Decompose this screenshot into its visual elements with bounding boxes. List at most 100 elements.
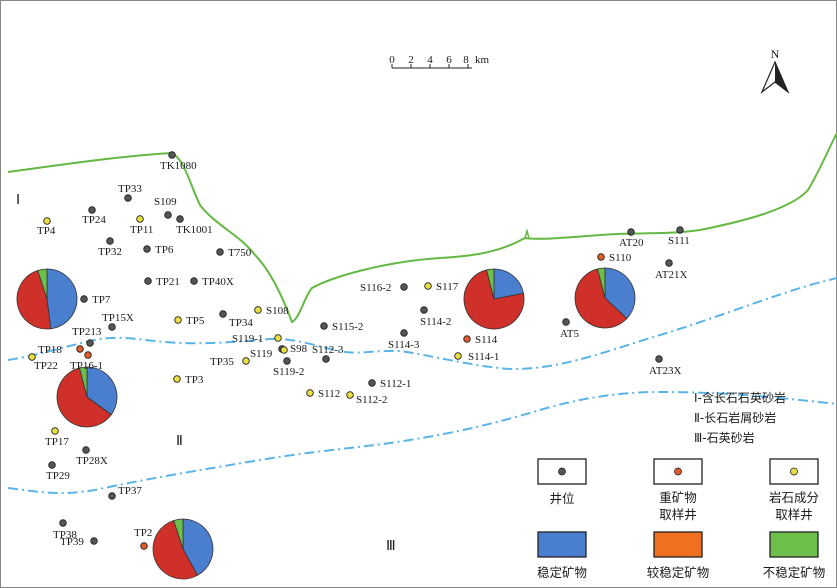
well-TP28X[interactable]: TP28X [76,446,108,467]
well-marker[interactable] [174,316,182,324]
well-S114-3[interactable]: S114-3 [388,329,420,351]
well-TP2[interactable]: TP2 [134,527,152,550]
well-marker[interactable] [84,351,92,359]
well-marker[interactable] [190,277,198,285]
well-S111[interactable]: S111 [668,226,690,247]
well-marker[interactable] [136,215,144,223]
well-AT5[interactable]: AT5 [560,318,579,340]
well-marker[interactable] [43,217,51,225]
well-TP16-1[interactable]: TP16-1 [70,351,103,372]
well-TP4[interactable]: TP4 [37,217,56,237]
well-TP18[interactable]: TP18 [38,344,84,356]
well-marker[interactable] [76,345,84,353]
well-marker[interactable] [283,357,291,365]
well-marker[interactable] [28,353,36,361]
well-marker[interactable] [274,334,282,342]
well-S119-2[interactable]: S119-2 [273,357,304,378]
well-marker[interactable] [86,339,94,347]
well-marker[interactable] [88,206,96,214]
well-S112[interactable]: S112 [306,388,341,400]
well-TP29[interactable]: TP29 [46,461,70,482]
well-S114-2[interactable]: S114-2 [420,306,451,328]
well-marker[interactable] [48,461,56,469]
well-S112-3[interactable]: S112-3 [312,344,344,363]
well-marker[interactable] [420,306,428,314]
well-marker[interactable] [164,211,172,219]
well-TP24[interactable]: TP24 [82,206,106,226]
well-TP3[interactable]: TP3 [173,374,204,386]
well-marker[interactable] [140,542,148,550]
well-marker[interactable] [400,283,408,291]
well-marker[interactable] [322,355,330,363]
well-marker[interactable] [454,352,462,360]
well-TP34[interactable]: TP34 [219,310,254,329]
well-S115-2[interactable]: S115-2 [320,321,364,333]
well-marker[interactable] [254,306,262,314]
well-marker[interactable] [124,194,132,202]
well-S117[interactable]: S117 [424,281,459,293]
well-marker[interactable] [59,519,67,527]
well-marker[interactable] [216,248,224,256]
well-AT23X[interactable]: AT23X [649,355,681,377]
well-marker[interactable] [219,310,227,318]
well-marker[interactable] [665,259,673,267]
well-TP33[interactable]: TP33 [118,183,142,202]
well-AT21X[interactable]: AT21X [655,259,687,281]
well-TP213[interactable]: TP213 [72,326,102,347]
well-S116-2[interactable]: S116-2 [360,282,408,294]
well-AT20[interactable]: AT20 [619,228,644,249]
well-marker[interactable] [176,215,184,223]
well-marker[interactable] [400,329,408,337]
well-marker[interactable] [242,357,250,365]
well-marker[interactable] [168,151,176,159]
well-S98[interactable]: S98 [280,343,308,355]
well-S119-1[interactable]: S119-1 [232,333,282,345]
well-marker[interactable] [597,253,605,261]
well-TP32[interactable]: TP32 [98,237,122,258]
well-TP38[interactable]: TP38 [53,519,77,541]
well-marker[interactable] [320,322,328,330]
well-S109[interactable]: S109 [154,196,177,219]
well-marker[interactable] [108,492,116,500]
well-TP17[interactable]: TP17 [45,427,69,448]
well-TP11[interactable]: TP11 [130,215,153,236]
well-marker[interactable] [562,318,570,326]
well-marker[interactable] [143,245,151,253]
well-marker[interactable] [173,375,181,383]
well-marker[interactable] [280,346,288,354]
well-S110[interactable]: S110 [597,252,632,264]
well-TP21[interactable]: TP21 [144,276,180,288]
well-TP22[interactable]: TP22 [28,353,58,372]
well-marker[interactable] [627,228,635,236]
well-S119[interactable]: S119 [250,345,286,360]
well-marker[interactable] [90,537,98,545]
well-TP40X[interactable]: TP40X [190,276,234,288]
well-marker[interactable] [108,323,116,331]
well-marker[interactable] [106,237,114,245]
well-S108[interactable]: S108 [254,305,289,317]
well-TP39[interactable]: TP39 [60,536,98,548]
well-S114[interactable]: S114 [463,334,498,346]
well-TP5[interactable]: TP5 [174,315,205,327]
well-TP15X[interactable]: TP15X [102,312,134,331]
well-marker[interactable] [368,379,376,387]
well-marker[interactable] [80,295,88,303]
well-marker[interactable] [144,277,152,285]
well-TP37[interactable]: TP37 [108,485,143,500]
well-marker[interactable] [346,391,354,399]
well-marker[interactable] [82,446,90,454]
well-TP35[interactable]: TP35 [210,356,250,368]
well-TK1080[interactable]: TK1080 [160,151,197,172]
well-TP7[interactable]: TP7 [80,294,111,306]
well-marker[interactable] [463,335,471,343]
well-TK1001[interactable]: TK1001 [176,215,213,236]
well-S114-1[interactable]: S114-1 [454,351,500,363]
well-TP6[interactable]: TP6 [143,244,174,256]
well-S112-1[interactable]: S112-1 [368,378,412,390]
well-T750[interactable]: T750 [216,247,252,259]
well-marker[interactable] [424,282,432,290]
well-marker[interactable] [655,355,663,363]
well-S112-2[interactable]: S112-2 [346,391,388,406]
well-marker[interactable] [306,389,314,397]
well-marker[interactable] [51,427,59,435]
